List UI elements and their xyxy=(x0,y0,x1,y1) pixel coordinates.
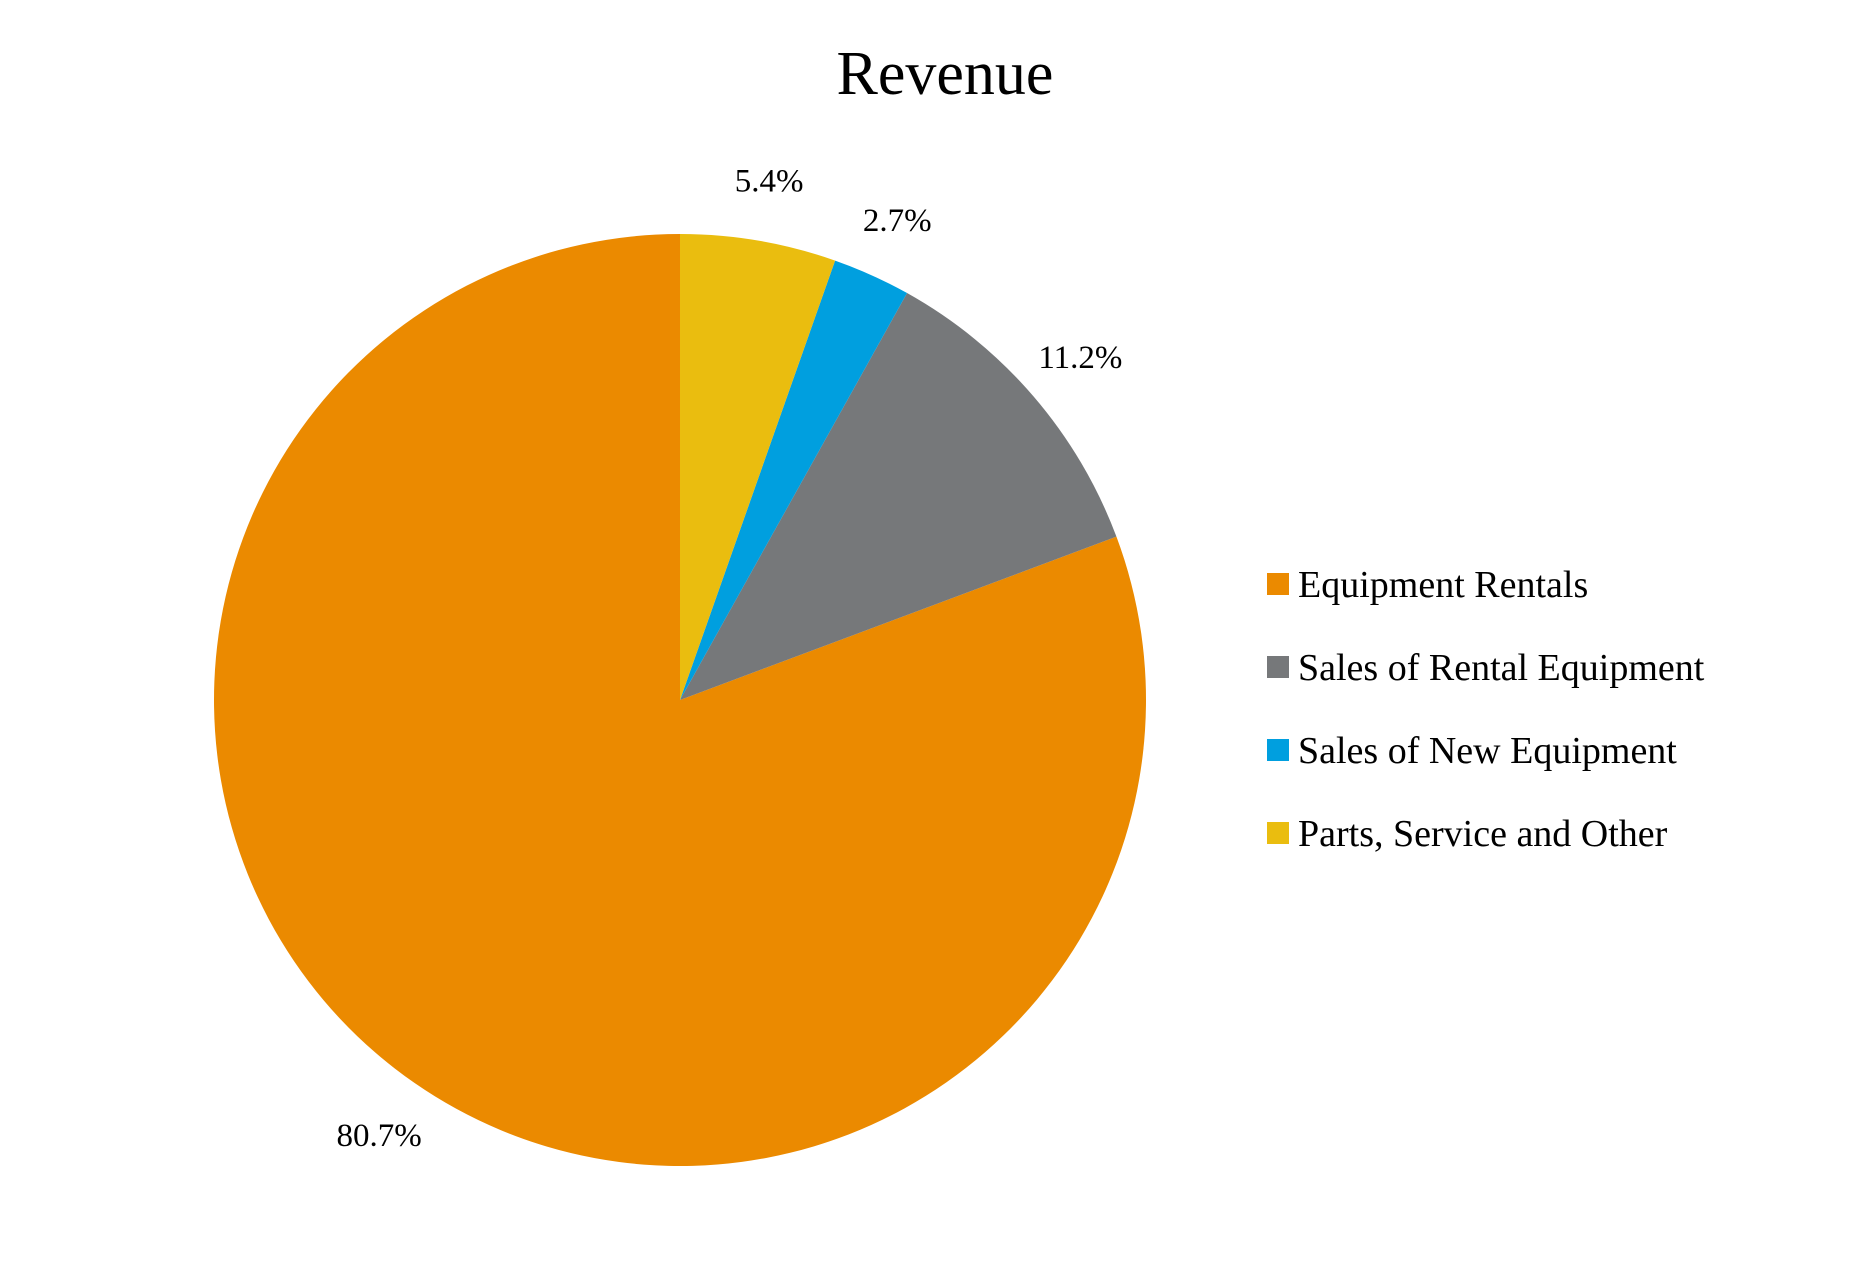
legend-label-equipment-rentals: Equipment Rentals xyxy=(1298,564,1588,606)
data-label-equipment-rentals: 80.7% xyxy=(336,1118,421,1154)
legend-label-parts-service-and-other: Parts, Service and Other xyxy=(1298,813,1668,855)
legend-swatch-sales-of-rental-equipment xyxy=(1267,656,1289,678)
pie-slice-sales-of-rental-equipment xyxy=(680,293,1117,700)
legend-swatch-parts-service-and-other xyxy=(1267,822,1289,844)
legend-label-sales-of-rental-equipment: Sales of Rental Equipment xyxy=(1298,647,1705,689)
legend-swatch-equipment-rentals xyxy=(1267,573,1289,595)
legend-label-sales-of-new-equipment: Sales of New Equipment xyxy=(1298,730,1677,772)
data-labels: 80.7% 11.2% 2.7% 5.4% xyxy=(336,164,1122,1154)
pie-slice-equipment-rentals xyxy=(214,234,1146,1167)
data-label-parts-service-and-other: 5.4% xyxy=(735,164,804,200)
chart-title: Revenue xyxy=(837,40,1054,108)
pie-slice-parts-service-and-other xyxy=(680,234,836,700)
data-label-sales-of-rental-equipment: 11.2% xyxy=(1038,340,1122,376)
pie-slices xyxy=(214,234,1146,1167)
legend: Equipment Rentals Sales of Rental Equipme… xyxy=(1267,564,1705,855)
data-label-sales-of-new-equipment: 2.7% xyxy=(863,203,932,239)
legend-swatch-sales-of-new-equipment xyxy=(1267,739,1289,761)
pie-slice-sales-of-new-equipment xyxy=(680,260,908,700)
